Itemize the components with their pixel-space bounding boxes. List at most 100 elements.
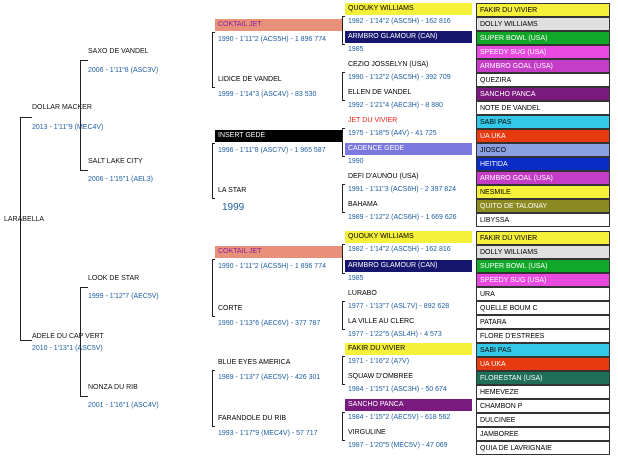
g5-detail: 1984 - 1'15"2 (AEC5V) - 618 562 [348,414,451,421]
connector-line [212,143,213,198]
g6-name: UA UKA [476,129,610,143]
g6-name: FAKIR DU VIVIER [476,231,610,245]
connector-line [20,117,21,340]
g5-detail: 1987 - 1'20"5 (MEC5V) - 47 069 [348,442,448,449]
g3-detail: 2006 - 1'11"8 (ASC3V) [88,67,159,74]
connector-line [342,44,345,45]
g6-name: FAKIR DU VIVIER [476,3,610,17]
g6-name: DULCINEE [476,413,610,427]
connector-line [342,16,345,17]
g6-name: SABI PAS [476,115,610,129]
g6-name: QUEZIRA [476,73,610,87]
connector-line [342,273,345,274]
g4-detail: 1990 - 1'11"2 (ACS5H) - 1 896 774 [218,263,326,270]
g6-name: SUPER BOWL (USA) [476,259,610,273]
g4-detail: 1999 - 1'14"3 (ASC4V) - 83 530 [218,91,317,98]
dam-name: ADELE DU CAP VERT [32,333,104,340]
g5-name: CEZIO JOSSELYN (USA) [348,61,429,68]
g6-name: JAMBOREE [476,427,610,441]
g6-name: NOTE DE VANDEL [476,101,610,115]
connector-line [212,259,213,316]
connector-line [212,259,215,260]
connector-line [80,60,81,170]
g5-detail: 1975 - 1'18"5 (A4V) - 41 725 [348,130,437,137]
g5-name: ELLEN DE VANDEL [348,89,412,96]
g6-name: SANCHO PANCA [476,87,610,101]
g6-name: QUITO DE TALONAY [476,199,610,213]
g5-detail: 1991 - 1'11"3 (ACS6H) - 2 397 824 [348,186,456,193]
g4-name: BLUE EYES AMERICA [218,359,291,366]
g6-name: HEITIDA [476,157,610,171]
g5-name: SANCHO PANCA [345,399,472,411]
g5-name: DEFI D'AUNOU (USA) [348,173,419,180]
connector-line [342,244,343,273]
g5-name: ARMBRO GLAMOUR (CAN) [345,260,472,272]
connector-line [80,396,88,397]
g5-name: FAKIR DU VIVIER [345,343,472,355]
g4-name: LIDICE DE VANDEL [218,76,282,83]
g5-detail: 1990 [348,158,364,165]
g5-name: SQUAW D'OMBREE [348,373,413,380]
connector-line [212,32,213,87]
g5-name: LURABO [348,290,377,297]
connector-line [80,60,88,61]
connector-line [342,356,343,384]
g3-name: NONZA DU RIB [88,384,138,391]
connector-line [342,156,345,157]
g4-name: COKTAIL JET [215,19,343,31]
g6-name: ARMBRO GOAL (USA) [476,171,610,185]
connector-line [342,440,345,441]
connector-line [342,412,343,440]
g5-name: CADENCE GEDE [345,143,472,155]
g4-name: FARANDOLE DU RIB [218,415,287,422]
connector-line [80,287,88,288]
connector-line [342,301,345,302]
g4-name: COKTAIL JET [215,246,343,258]
g6-name: QUELLE BOUM C [476,301,610,315]
connector-line [342,329,345,330]
g4-detail: 1989 - 1'13"7 (AEC5V) - 426 301 [218,374,321,381]
birth-year: 1999 [222,202,245,213]
g3-name: LOOK DE STAR [88,275,140,282]
connector-line [212,87,215,88]
g5-detail: 1984 - 1'15"1 (ASC3H) - 50 674 [348,386,447,393]
g6-name: FLORE D'ESTREES [476,329,610,343]
connector-line [342,16,343,44]
g5-name: LA VILLE AU CLERC [348,318,415,325]
g6-name: CHAMBON P [476,399,610,413]
connector-line [342,412,345,413]
connector-line [212,198,215,199]
g6-name: NESMILE [476,185,610,199]
connector-line [342,128,343,156]
g3-name: SAXO DE VANDEL [88,48,149,55]
g5-name: JET DU VIVIER [348,117,398,124]
connector-line [342,72,345,73]
g6-name: HEMEVEZE [476,385,610,399]
g6-name: SPEEDY SUG (USA) [476,273,610,287]
connector-line [342,384,345,385]
g6-name: SUPER BOWL (USA) [476,31,610,45]
g6-name: JIOSCO [476,143,610,157]
connector-line [212,370,213,426]
connector-line [342,212,345,213]
g6-name: SPEEDY SUG (USA) [476,45,610,59]
g6-name: UA UKA [476,357,610,371]
g4-name: CORTE [218,305,243,312]
g6-name: ARMBRO GOAL (USA) [476,59,610,73]
g5-detail: 1977 - 1'22"5 (ASL4H) - 4 573 [348,331,442,338]
connector-line [342,244,345,245]
connector-line [212,143,215,144]
connector-line [212,32,215,33]
g3-name: SALT LAKE CITY [88,158,143,165]
g6-name: LIBYSSA [476,213,610,227]
connector-line [342,184,345,185]
g6-name: DOLLY WILLIAMS [476,17,610,31]
g5-detail: 1977 - 1'13"7 (ASL7V) - 892 628 [348,303,450,310]
connector-line [212,316,215,317]
g5-detail: 1982 - 1'14"2 (ASC5H) - 162 816 [348,246,451,253]
g5-detail: 1989 - 1'12"2 (ACS6H) - 1 669 626 [348,214,457,221]
g6-name: QUIA DE LAVRIGNAIE [476,441,610,455]
g4-detail: 1990 - 1'13"6 (AEC6V) - 377 787 [218,320,321,327]
root-horse-name: LARABELLA [4,216,45,223]
